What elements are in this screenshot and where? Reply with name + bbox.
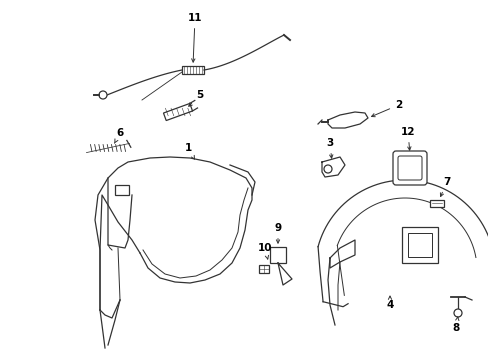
Bar [401, 227, 437, 263]
Text: 3: 3 [325, 138, 333, 158]
FancyBboxPatch shape [397, 156, 421, 180]
Bar [259, 265, 268, 273]
Circle shape [453, 309, 461, 317]
Text: 11: 11 [187, 13, 202, 62]
Bar [407, 233, 431, 257]
Text: 4: 4 [386, 296, 393, 310]
Text: 12: 12 [400, 127, 414, 150]
Bar [429, 200, 443, 207]
Text: 2: 2 [371, 100, 402, 117]
Bar [115, 185, 129, 195]
Polygon shape [163, 103, 192, 121]
Circle shape [99, 91, 107, 99]
Bar [269, 247, 285, 263]
Text: 10: 10 [257, 243, 272, 259]
Text: 6: 6 [114, 128, 123, 143]
Text: 8: 8 [451, 317, 459, 333]
FancyBboxPatch shape [392, 151, 426, 185]
Text: 1: 1 [184, 143, 194, 159]
Text: 7: 7 [440, 177, 450, 197]
Bar [182, 66, 203, 74]
Text: 9: 9 [274, 223, 281, 243]
Text: 5: 5 [188, 90, 203, 106]
Circle shape [324, 165, 331, 173]
